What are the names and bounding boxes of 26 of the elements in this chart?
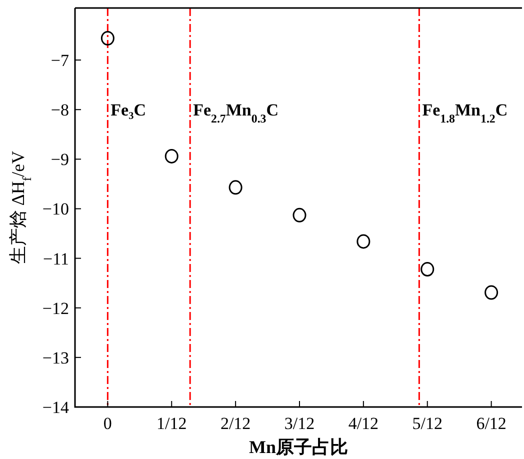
x-tick-label: 4/12 <box>348 414 379 433</box>
x-tick-label: 6/12 <box>476 414 506 433</box>
point <box>164 148 178 164</box>
x-tick-label: 0 <box>103 414 112 433</box>
x-axis-title: Mn原子占比 <box>249 437 348 457</box>
point <box>484 285 498 300</box>
point <box>292 208 306 222</box>
point <box>100 30 114 46</box>
point <box>228 180 242 195</box>
ref-line-label: Fe$_{1.8}$Mn$_{1.2}$C <box>422 100 508 126</box>
y-tick-label: −13 <box>42 348 69 368</box>
point <box>356 234 370 249</box>
x-tick-label: 5/12 <box>412 414 442 433</box>
y-tick-label: −11 <box>43 249 69 268</box>
y-tick-label: −12 <box>42 298 69 318</box>
ref-line-label: Fe₃C <box>110 100 146 120</box>
x-tick-label: 2/12 <box>220 414 251 433</box>
point <box>420 262 434 276</box>
y-tick-label: −10 <box>42 200 69 219</box>
ref-line-label: Fe$_{2.7}$Mn$_{0.3}$C <box>193 100 279 126</box>
x-tick-label: 3/12 <box>284 414 315 433</box>
y-tick-label: −14 <box>42 398 70 417</box>
y-tick-label: −9 <box>50 150 69 170</box>
y-tick-label: −7 <box>50 51 70 70</box>
y-tick-label: −8 <box>50 100 69 120</box>
x-tick-label: 1/12 <box>156 414 187 433</box>
